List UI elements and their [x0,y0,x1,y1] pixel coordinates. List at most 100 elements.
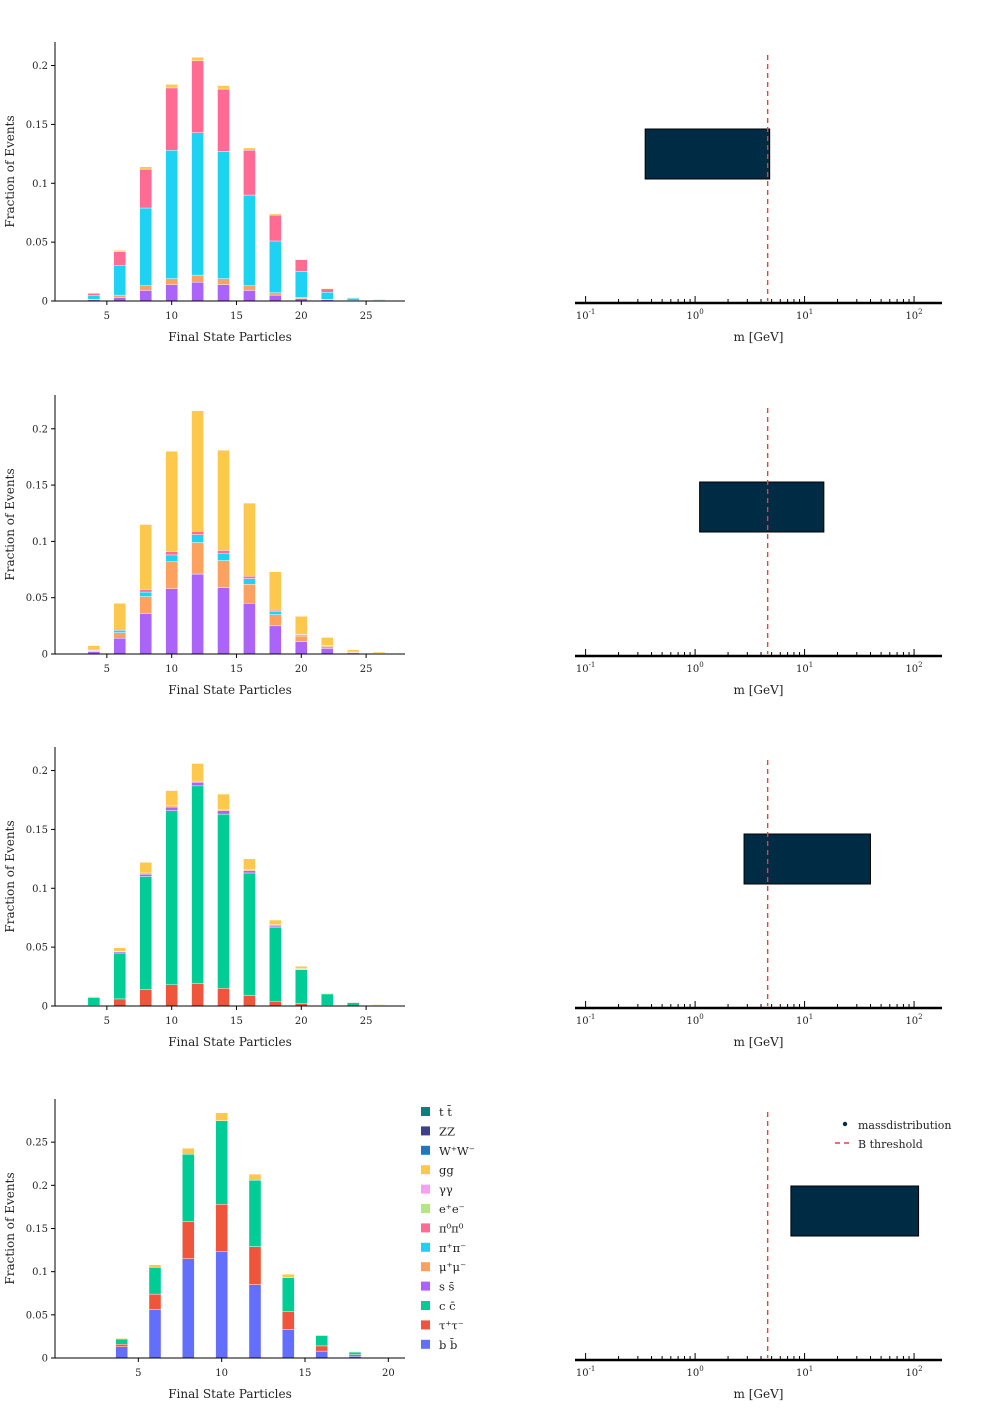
bar-gg-18 [348,1351,362,1353]
bar-pipi-10 [165,554,178,562]
y-tick-label: 0.05 [26,238,48,249]
mass-axis-label: m [GeV] [734,683,784,697]
bar-gg-22 [321,288,334,290]
mass-range-box [790,1185,920,1237]
bar-ss-18 [269,294,282,302]
chart-row-2: 0 0.05 0.1 0.15 0.2 5 10 15 20 25 Final State Part… [3,395,942,697]
bar-tautau-14 [282,1311,295,1330]
mass-tick-label: 100 [686,1365,703,1379]
bar-cc-16 [315,1335,328,1347]
bar-ss-14 [217,810,230,815]
y-tick-label: 0.1 [32,884,48,895]
bar-mumu-14 [217,278,230,285]
bar-ss-6 [113,638,127,655]
bar-gg-18 [269,213,282,216]
bar-cc-22 [321,993,334,1006]
legend-swatch-mumu [421,1262,430,1272]
bar-bb-12 [248,1284,262,1359]
bar-gg-6 [113,947,127,952]
bar-ss-20 [295,641,308,655]
bar-cc-8 [139,876,152,990]
x-tick-label: 20 [295,664,308,675]
bar-gg-24 [346,649,360,653]
bar-pi0pi0-16 [243,150,256,196]
bar-pi0pi0-10 [165,87,178,151]
legend-swatch-gg [421,1165,430,1175]
bar-ss-16 [243,603,256,655]
mass-tick-label: 10-1 [576,308,596,322]
y-axis-label: Fraction of Events [3,115,17,227]
bar-mumu-18 [269,292,282,296]
chart-row-4: 0 0.05 0.1 0.15 0.2 0.25 5 10 15 20 Final State Pa… [3,1099,942,1401]
bar-pi0pi0-14 [217,88,230,152]
y-tick-label: 0.15 [26,481,48,492]
bar-pipi-14 [217,553,230,561]
bar-bb-10 [215,1251,228,1359]
legend-label-pipi: π⁺π⁻ [439,1241,466,1255]
bar-gg-24 [346,1001,360,1003]
bar-gg-4 [87,996,101,998]
bar-tautau-16 [315,1345,328,1352]
bar-gg-18 [269,919,282,925]
mass-tick-label: 101 [796,1013,813,1027]
bar-pipi-16 [243,578,256,585]
bar-cc-14 [282,1277,295,1312]
bar-ss-6 [113,297,127,302]
bar-pipi-6 [113,265,127,296]
x-tick-label: 25 [360,664,373,675]
bar-tautau-8 [139,989,152,1007]
bar-gg-26 [372,299,386,301]
bar-tautau-10 [215,1204,228,1253]
bar-gg-8 [139,524,152,591]
bar-mumu-12 [191,542,204,575]
y-axis-label: Fraction of Events [3,1172,17,1284]
legend-label-cc: c c̄ [439,1299,456,1313]
bar-gg-10 [165,790,178,807]
legend-swatch-pi0pi0 [421,1223,430,1233]
x-tick-label: 5 [135,1368,141,1379]
y-tick-label: 0.1 [32,1267,48,1278]
bar-gg-4 [87,292,101,294]
bar-gg-16 [315,1334,328,1336]
chart-row-3: 0 0.05 0.1 0.15 0.2 5 10 15 20 25 Final State Part… [3,747,942,1049]
bar-ss-12 [191,573,204,655]
mass-tick-label: 102 [905,308,922,322]
mass-tick-label: 101 [796,308,813,322]
bar-pi0pi0-18 [269,214,282,242]
bar-gg-20 [295,616,308,635]
x-axis-label: Final State Particles [168,683,292,697]
bar-ss-10 [165,806,178,811]
legend-swatch-ss [421,1281,430,1291]
bar-ss-10 [165,588,178,655]
y-tick-label: 0 [42,1002,48,1013]
bar-cc-6 [148,1267,162,1295]
bar-ss-18 [269,625,282,655]
bar-pi0pi0-14 [217,550,230,554]
x-axis-label: Final State Particles [168,1387,292,1401]
bar-mumu-10 [165,278,178,285]
bar-ss-8 [139,873,152,877]
bar-bb-6 [148,1309,162,1359]
bar-gg-14 [217,793,230,810]
bar-pipi-22 [321,291,334,300]
bar-mumu-8 [139,596,152,614]
bar-pi0pi0-12 [191,60,204,133]
bar-tautau-6 [113,998,127,1007]
bar-pipi-6 [113,630,127,633]
legend-swatch-cc [421,1301,430,1310]
bar-ss-10 [165,284,178,302]
y-tick-label: 0.15 [26,825,48,836]
mass-range-box [699,481,825,533]
bar-pipi-16 [243,194,256,286]
legend-swatch-WW [421,1145,430,1155]
y-tick-label: 0.1 [32,537,48,548]
x-tick-label: 10 [215,1368,228,1379]
bar-gg-10 [215,1112,228,1121]
bar-cc-20 [295,969,308,1004]
bar-gg-6 [113,603,127,630]
legend-label-ee: e⁺e⁻ [439,1202,465,1216]
x-tick-label: 15 [230,1016,243,1027]
bar-cc-12 [191,785,204,984]
mass-tick-label: 100 [686,1013,703,1027]
x-tick-label: 20 [295,1016,308,1027]
